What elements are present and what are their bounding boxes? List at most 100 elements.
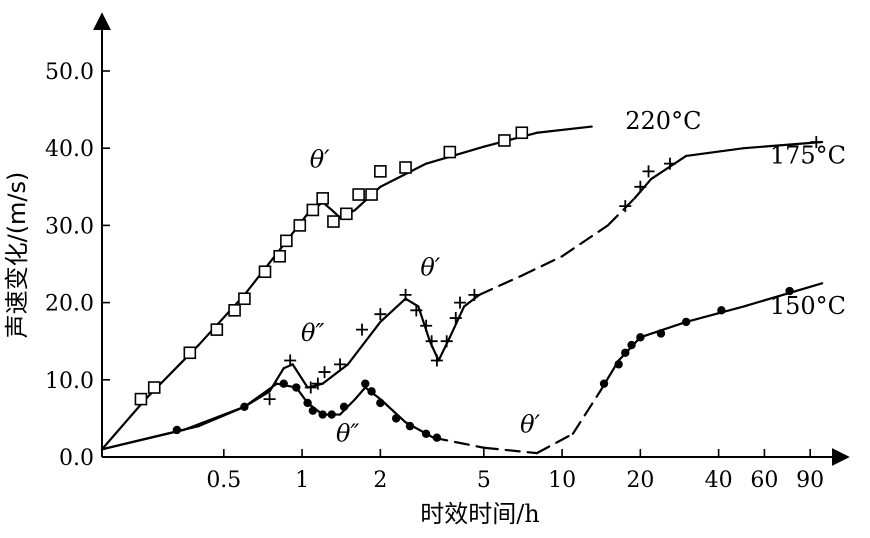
y-tick-label: 20.0: [45, 292, 94, 317]
series-2-curve-segment: [243, 382, 278, 408]
series-2-point: [627, 340, 636, 350]
y-tick-label: 0.0: [59, 446, 94, 471]
x-tick-label: 40: [705, 468, 733, 493]
series-2-point: [339, 402, 349, 412]
series-1-point: [410, 304, 423, 317]
x-tick-label: 90: [796, 468, 824, 493]
series-1-point: [468, 288, 481, 301]
series-0-point: [238, 292, 251, 306]
y-tick-label: 50.0: [45, 60, 94, 85]
series-0-point: [134, 392, 148, 406]
series-2-curve-segment: [742, 282, 824, 308]
series-2-point: [292, 383, 301, 392]
x-tick-label: 2: [373, 468, 387, 493]
series-0-curve-segment: [197, 293, 246, 347]
series-0-point: [183, 346, 197, 360]
series-0-point: [293, 219, 307, 232]
series-1-curve-segment: [282, 363, 294, 370]
series-2-point: [327, 410, 336, 419]
series-2-point: [391, 414, 401, 423]
series-1-point: [430, 354, 443, 367]
series-1-curve-segment: [685, 147, 745, 158]
series-1-point: [374, 308, 387, 321]
series-2-point: [240, 402, 249, 412]
series-2-point: [405, 421, 415, 431]
series-1-point: [634, 180, 647, 193]
series-0-point: [352, 188, 365, 201]
series-1-point: [642, 165, 655, 178]
series-0-curve-segment: [379, 162, 428, 188]
series-1-curve-segment: [633, 177, 653, 200]
theta-annotation: θ′: [520, 410, 540, 438]
series-0-point: [443, 145, 457, 159]
theta-annotation: θ″: [301, 319, 324, 347]
x-tick-label: 10: [548, 468, 576, 493]
series-1-point: [440, 335, 453, 348]
series-1-point: [356, 323, 368, 336]
x-tick-label: 1: [295, 468, 309, 493]
series-1-curve-segment: [520, 255, 564, 277]
series-1-point: [304, 381, 317, 394]
series-2-curve-segment: [571, 390, 602, 435]
series-1-curve-segment: [346, 320, 382, 366]
series-2-point: [621, 348, 630, 357]
series-0-point: [280, 234, 293, 248]
series-2-point: [367, 387, 376, 396]
series-2-point: [303, 398, 312, 408]
series-2-point: [376, 398, 385, 408]
series-2-point: [308, 406, 318, 415]
series-2-point: [785, 286, 794, 296]
series-1-curve-segment: [448, 305, 466, 339]
series-2-point: [421, 429, 431, 439]
theta-annotation: θ′: [420, 254, 440, 282]
series-2-point: [656, 329, 666, 338]
series-0-curve-segment: [535, 125, 593, 134]
series-2-curve-segment: [535, 432, 574, 455]
series-2-point: [717, 306, 726, 315]
series-0-point: [273, 249, 286, 263]
series-0-point: [365, 188, 378, 201]
series-0-point: [258, 265, 272, 279]
series-1-point: [619, 200, 632, 213]
series-0-point: [306, 203, 320, 217]
series-0-curve-segment: [100, 398, 147, 451]
series-1-point: [449, 312, 462, 325]
series-1-point: [334, 358, 347, 371]
series-1-point: [454, 296, 467, 309]
theta-annotation: θ′: [310, 146, 330, 174]
y-tick-label: 10.0: [45, 369, 94, 394]
series-1-point: [318, 366, 331, 379]
y-tick-label: 30.0: [45, 214, 94, 239]
series-0-point: [515, 126, 529, 140]
series-1-curve-segment: [291, 363, 309, 389]
series-1-point: [263, 393, 276, 406]
series-label: 220°C: [625, 107, 701, 135]
series-0-point: [327, 215, 340, 228]
series-0-point: [498, 134, 511, 147]
series-2-curve-segment: [685, 305, 745, 323]
x-tick-label: 5: [477, 468, 491, 493]
series-label: 150°C: [770, 292, 846, 320]
series-1-curve-segment: [321, 363, 349, 385]
series-2-curve-segment: [617, 336, 642, 362]
series-2-curve-segment: [100, 428, 185, 451]
series-1-curve-segment: [650, 154, 688, 181]
series-1-point: [425, 335, 438, 348]
series-0-point: [147, 381, 161, 394]
series-2-point: [614, 360, 623, 369]
x-tick-label: 20: [626, 468, 654, 493]
series-2-point: [361, 379, 370, 388]
series-1-point: [399, 288, 412, 301]
series-2-point: [636, 333, 645, 342]
x-tick-label: 0.5: [206, 468, 241, 493]
x-axis-label: 时效时间/h: [420, 500, 540, 528]
series-label: 175°C: [770, 142, 846, 170]
series-2-point: [432, 433, 442, 442]
series-0-point: [340, 207, 353, 221]
x-tick-label: 60: [750, 468, 778, 493]
series-2-curve-segment: [482, 446, 538, 455]
theta-annotation: θ″: [336, 420, 359, 448]
series-0-point: [374, 165, 387, 178]
